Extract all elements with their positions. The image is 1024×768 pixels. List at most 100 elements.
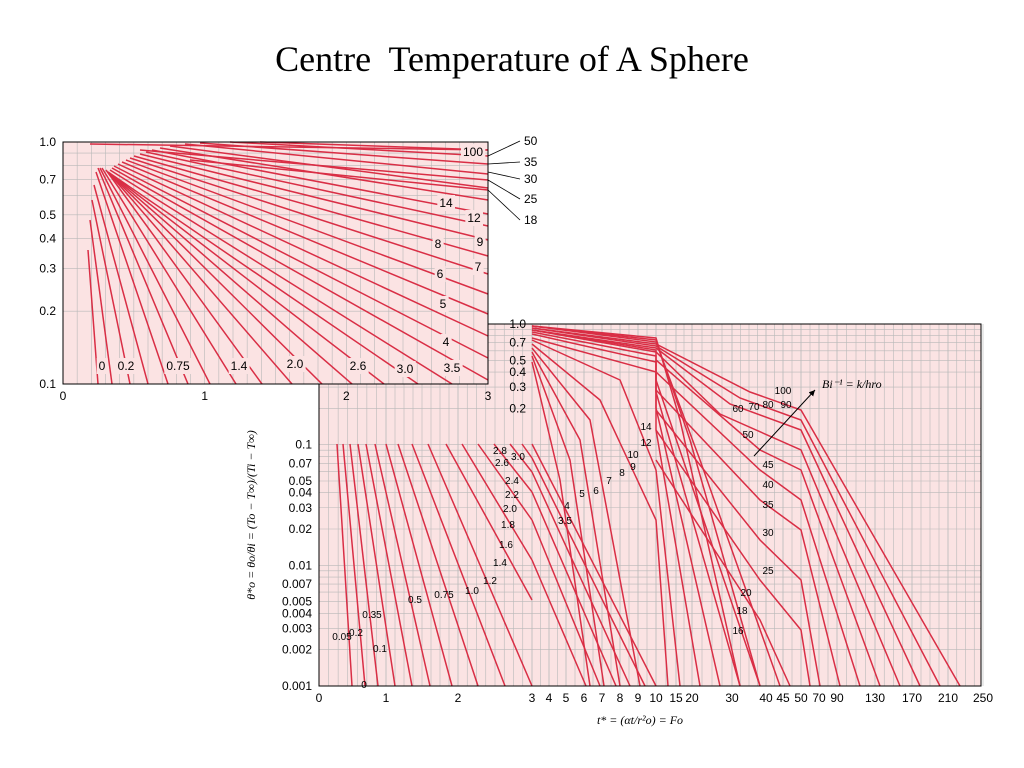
main-series-line — [493, 443, 533, 493]
main-series-line — [385, 443, 453, 687]
inset-series-line — [95, 171, 169, 385]
main-x-tick-label: 10 — [649, 691, 663, 705]
main-y-tick-label: 0.007 — [282, 577, 312, 591]
inset-series-label: 0.75 — [166, 359, 190, 373]
inset-label-bg — [460, 144, 486, 160]
main-x-tick-label: 15 — [669, 691, 683, 705]
inset-series-line — [151, 149, 489, 215]
main-series-label: 35 — [762, 500, 774, 511]
inset-series-line — [101, 167, 237, 385]
inset-series-label: 12 — [467, 211, 481, 225]
inset-leader-line — [487, 189, 521, 221]
inset-y-tick-label: 0.5 — [39, 208, 56, 222]
main-series-line — [357, 443, 396, 687]
inset-label-bg — [432, 236, 444, 252]
main-x-axis-label: t* = (αt/r²o) = Fo — [597, 713, 683, 727]
main-series-label: 5 — [579, 489, 585, 500]
inset-series-line — [111, 167, 489, 381]
inset-label-bg — [465, 210, 483, 226]
main-series-label: 2.2 — [505, 490, 519, 501]
main-series-label: 3.0 — [511, 452, 525, 463]
inset-label-bg — [440, 334, 452, 350]
main-y-tick-label: 1.0 — [509, 317, 526, 331]
main-series-line — [531, 325, 741, 687]
main-series-label: 45 — [762, 460, 774, 471]
inset-y-tick-label: 1.0 — [39, 135, 56, 149]
main-frame — [318, 323, 982, 687]
inset-series-label: 5 — [440, 297, 447, 311]
main-series-label: 1.0 — [465, 586, 479, 597]
inset-leader-line — [487, 161, 521, 165]
inset-series-line — [91, 199, 131, 385]
main-series-label: 18 — [736, 606, 748, 617]
main-series-line — [531, 443, 657, 687]
main-series-label: 0.35 — [362, 610, 382, 621]
main-x-tick-label: 170 — [902, 691, 922, 705]
main-x-tick-label: 45 — [776, 691, 790, 705]
main-series-line — [477, 443, 533, 521]
inset-leader-line — [487, 179, 521, 200]
inset-series-line — [89, 219, 113, 385]
main-series-line — [655, 359, 881, 687]
inset-series-line — [107, 171, 353, 385]
main-series-label: 80 — [762, 400, 774, 411]
inset-label-bg — [96, 358, 108, 374]
main-series-line — [336, 443, 353, 687]
main-y-tick-label: 0.002 — [282, 643, 312, 657]
main-y-tick-label: 0.1 — [295, 438, 312, 452]
inset-label-bg — [164, 358, 193, 374]
main-series-label: 0.2 — [349, 628, 363, 639]
main-series-label: 1.2 — [483, 576, 497, 587]
inset-leader-line — [487, 140, 521, 157]
main-series-label: 25 — [762, 566, 774, 577]
main-series-label: 100 — [775, 386, 792, 397]
main-series-label: 9 — [630, 462, 636, 473]
inset-series-label: 18 — [524, 213, 538, 227]
bi-arrow — [753, 389, 816, 457]
main-y-axis-label: θ*o = θo/θi = (To − T∞)/(Ti − T∞) — [244, 430, 258, 599]
main-y-tick-label: 0.02 — [289, 522, 313, 536]
main-series-line — [397, 443, 479, 687]
main-y-tick-label: 0.3 — [509, 380, 526, 394]
main-x-tick-label: 4 — [546, 691, 553, 705]
main-series-line — [531, 355, 605, 687]
inset-series-label: 6 — [437, 267, 444, 281]
inset-y-tick-label: 0.7 — [39, 172, 56, 186]
inset-series-label: 8 — [435, 237, 442, 251]
inset-label-bg — [115, 358, 137, 374]
main-series-label: 90 — [780, 400, 792, 411]
main-y-tick-label: 0.01 — [289, 558, 313, 572]
main-series-line — [521, 443, 533, 459]
main-series-label: 6 — [593, 486, 599, 497]
inset-series-line — [259, 141, 489, 151]
main-series-label: 30 — [762, 528, 774, 539]
main-x-tick-label: 210 — [938, 691, 958, 705]
inset-series-label: 7 — [475, 260, 482, 274]
inset-series-label: 3.5 — [444, 361, 461, 375]
main-y-tick-label: 0.07 — [289, 456, 313, 470]
main-x-tick-label: 50 — [794, 691, 808, 705]
main-series-label: 2.0 — [503, 504, 517, 515]
inset-series-line — [184, 143, 489, 175]
main-series-label: 50 — [742, 430, 754, 441]
inset-frame — [62, 141, 489, 385]
main-x-tick-label: 40 — [759, 691, 773, 705]
inset-series-label: 30 — [524, 172, 538, 186]
main-series-line — [655, 409, 821, 687]
inset-series-line — [107, 171, 385, 385]
main-series-label: 1.4 — [493, 558, 507, 569]
inset-series-label: 0 — [99, 359, 106, 373]
inset-series-line — [109, 169, 453, 385]
main-series-label: 14 — [640, 422, 652, 433]
inset-series-line — [129, 157, 489, 275]
inset-label-bg — [474, 234, 486, 250]
inset-series-label: 2.6 — [350, 359, 367, 373]
main-series-label: 8 — [619, 468, 625, 479]
inset-series-line — [97, 167, 189, 385]
inset-series-line — [113, 165, 489, 359]
bi-annotation: Bi⁻¹ = k/hro — [822, 377, 882, 391]
main-series-line — [427, 443, 533, 687]
main-series-label: 0.5 — [408, 595, 422, 606]
main-series-line — [531, 327, 941, 687]
